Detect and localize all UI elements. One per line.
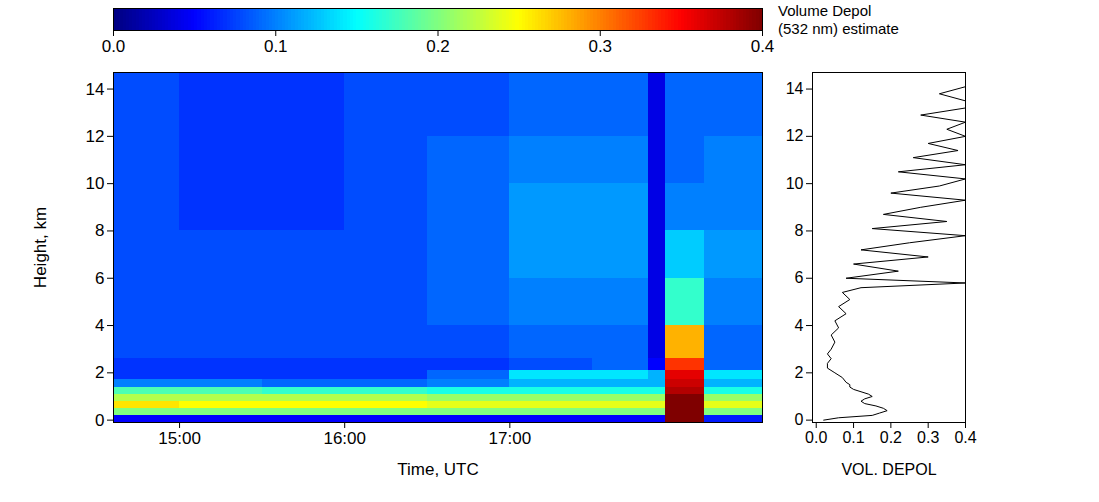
svg-text:0.2: 0.2 <box>880 429 902 446</box>
svg-text:6: 6 <box>795 269 804 286</box>
svg-text:0.4: 0.4 <box>954 429 976 446</box>
svg-text:6: 6 <box>95 269 104 288</box>
svg-text:0.0: 0.0 <box>102 37 126 56</box>
svg-text:0.3: 0.3 <box>588 37 612 56</box>
svg-text:2: 2 <box>795 364 804 381</box>
svg-text:12: 12 <box>786 127 804 144</box>
html-text:Volume Depol: Volume Depol <box>778 2 872 19</box>
svg-text:15:00: 15:00 <box>158 429 201 448</box>
svg-text:0.4: 0.4 <box>751 37 775 56</box>
svg-text:Height, km: Height, km <box>31 207 50 288</box>
svg-text:0.1: 0.1 <box>842 429 864 446</box>
svg-text:0: 0 <box>95 411 104 430</box>
svg-text:10: 10 <box>786 175 804 192</box>
svg-text:VOL. DEPOL: VOL. DEPOL <box>841 461 936 478</box>
svg-text:0.3: 0.3 <box>917 429 939 446</box>
svg-text:8: 8 <box>795 222 804 239</box>
html-text:(532 nm) estimate: (532 nm) estimate <box>778 20 899 37</box>
svg-text:Time, UTC: Time, UTC <box>397 460 479 479</box>
svg-text:10: 10 <box>86 174 105 193</box>
svg-text:12: 12 <box>86 127 105 146</box>
svg-text:2: 2 <box>95 363 104 382</box>
svg-text:4: 4 <box>795 317 804 334</box>
svg-text:8: 8 <box>95 221 104 240</box>
svg-text:14: 14 <box>86 79 105 98</box>
svg-text:14: 14 <box>786 80 804 97</box>
svg-text:0.0: 0.0 <box>805 429 827 446</box>
svg-text:0.1: 0.1 <box>264 37 288 56</box>
svg-text:0.2: 0.2 <box>426 37 450 56</box>
svg-text:0: 0 <box>795 411 804 428</box>
svg-text:4: 4 <box>95 316 104 335</box>
svg-text:17:00: 17:00 <box>489 429 532 448</box>
svg-text:16:00: 16:00 <box>323 429 366 448</box>
